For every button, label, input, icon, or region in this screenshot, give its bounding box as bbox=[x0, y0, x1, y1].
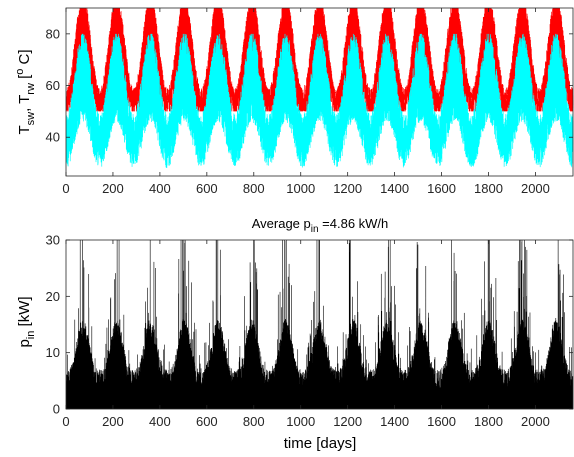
power-x-tick-label: 800 bbox=[243, 414, 265, 429]
temperature-x-tick-label: 1400 bbox=[380, 181, 409, 196]
power-x-tick-label: 0 bbox=[62, 414, 69, 429]
temperature-x-tick-label: 1800 bbox=[474, 181, 503, 196]
temperature-x-tick-label: 400 bbox=[149, 181, 171, 196]
power-x-tick-label: 2000 bbox=[521, 414, 550, 429]
series-t-rw bbox=[66, 33, 574, 169]
temperature-y-tick-label: 60 bbox=[46, 78, 60, 93]
temperature-x-tick-label: 1600 bbox=[427, 181, 456, 196]
power-y-tick-label: 0 bbox=[53, 402, 60, 417]
power-x-tick-label: 1800 bbox=[474, 414, 503, 429]
temperature-x-tick-label: 0 bbox=[62, 181, 69, 196]
power-x-tick-label: 600 bbox=[196, 414, 218, 429]
temperature-panel: 0 200 400 600 800 1000 1200 1400 1600 1800 2000 40… bbox=[14, 7, 574, 196]
power-y-tick-label: 10 bbox=[46, 345, 60, 360]
temperature-x-tick-label: 1200 bbox=[333, 181, 362, 196]
power-x-tick-label: 1000 bbox=[286, 414, 315, 429]
temperature-y-tick-label: 80 bbox=[46, 26, 60, 41]
power-x-tick-label: 1400 bbox=[380, 414, 409, 429]
power-axes-box bbox=[65, 239, 574, 410]
power-x-axis-label: time [days] bbox=[284, 435, 357, 452]
power-x-tick-label: 400 bbox=[149, 414, 171, 429]
series-t-sw bbox=[66, 8, 574, 112]
temperature-y-tick-label: 40 bbox=[46, 130, 60, 145]
power-y-tick-label: 30 bbox=[46, 233, 60, 248]
power-panel: Average pin =4.86 kW/h 0 200 400 600 800 1000… bbox=[16, 216, 574, 452]
series-p-in bbox=[66, 240, 574, 409]
power-y-tick-label: 20 bbox=[46, 289, 60, 304]
temperature-y-axis-label: Tsw, Trw [o C] bbox=[14, 49, 37, 134]
temperature-x-tick-label: 600 bbox=[196, 181, 218, 196]
power-x-tick-label: 1600 bbox=[427, 414, 456, 429]
power-x-tick-label: 200 bbox=[102, 414, 124, 429]
temperature-axes-box bbox=[65, 7, 574, 177]
power-chart-title: Average pin =4.86 kW/h bbox=[252, 216, 389, 235]
temperature-x-tick-label: 1000 bbox=[286, 181, 315, 196]
temperature-x-tick-label: 2000 bbox=[521, 181, 550, 196]
power-y-axis-label: pin [kW] bbox=[16, 296, 37, 347]
power-x-tick-label: 1200 bbox=[333, 414, 362, 429]
temperature-x-tick-label: 200 bbox=[102, 181, 124, 196]
temperature-x-tick-label: 800 bbox=[243, 181, 265, 196]
